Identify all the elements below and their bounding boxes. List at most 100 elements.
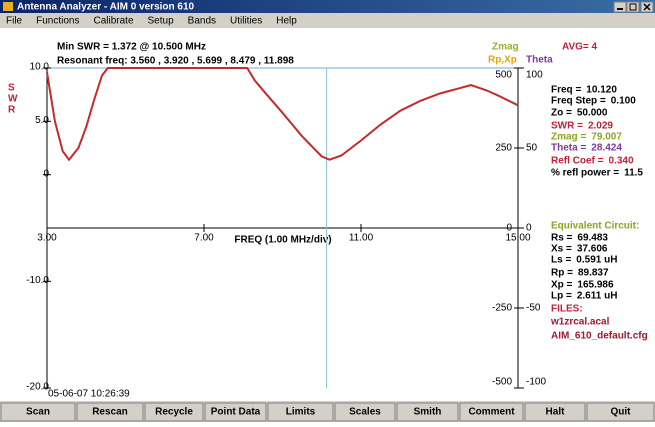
readout-value: 10.120	[586, 85, 617, 96]
y-tick-label: 10.0	[30, 62, 50, 73]
buttons: Scan Rescan Recycle Point Data Limits Scales S…	[0, 402, 655, 422]
close-glyph	[643, 3, 651, 11]
readout-value: 2.029	[588, 121, 613, 132]
button-label[interactable]: Rescan	[92, 407, 128, 418]
button[interactable]	[524, 402, 586, 422]
x-label: FREQ (1.00 MHz/div)	[234, 235, 331, 246]
minimize[interactable]	[613, 1, 627, 13]
readout-value: 2.611 uH	[577, 291, 618, 302]
readout-value: 0.340	[609, 156, 634, 167]
y3-tick-label: 100	[526, 70, 543, 81]
readout-label: Lp =	[551, 291, 572, 302]
readout-value: 28.424	[591, 143, 622, 154]
readout-label: SWR =	[551, 121, 583, 132]
readout-value: 0.591 uH	[576, 255, 617, 266]
plot: 3.00 7.00 11.00 15.0010.05.00-10.0-20.05002…	[8, 42, 598, 400]
y3-tick-label: 0	[526, 223, 532, 234]
readout-label: Zo =	[551, 108, 572, 119]
readout-label: w1zrcal.acal	[550, 317, 610, 328]
readout-value: 79.007	[591, 132, 622, 143]
legend-zmag: Zmag	[492, 42, 519, 53]
title-bar	[0, 0, 655, 13]
y-label: S	[8, 83, 15, 94]
button-label[interactable]: Recycle	[155, 407, 193, 418]
readout-label: Refl Coef =	[551, 156, 604, 167]
readout-label: Ls =	[551, 255, 571, 266]
button[interactable]	[586, 402, 655, 422]
menu-item[interactable]: Functions	[36, 16, 79, 27]
y2-tick-label: 250	[495, 143, 512, 154]
button-label[interactable]: Point Data	[211, 407, 261, 418]
menu-item[interactable]: Calibrate	[93, 16, 133, 27]
y2-tick-label: 500	[495, 70, 512, 81]
window-controls[interactable]	[613, 1, 654, 13]
x-tick-label: 7.00	[194, 233, 214, 244]
menu: File Functions Calibrate Setup Bands Utilitie…	[6, 16, 297, 27]
button[interactable]	[144, 402, 204, 422]
readout-label: Freq Step =	[551, 96, 606, 107]
y-tick-label: 5.0	[35, 115, 49, 126]
readout-label: Zmag =	[551, 132, 586, 143]
app-icon	[3, 2, 13, 11]
legend-theta: Theta	[526, 55, 553, 66]
y3-tick-label: -50	[526, 303, 541, 314]
y3-tick-label: -100	[526, 377, 546, 388]
readout-value: 69.483	[577, 233, 608, 244]
window-title: Antenna Analyzer - AIM 0 version 610	[17, 2, 195, 13]
button[interactable]	[396, 402, 459, 422]
button[interactable]	[267, 402, 334, 422]
y2-tick-label: -500	[492, 377, 512, 388]
x-tick-label: 11.00	[349, 233, 374, 244]
y-tick-label: -20.0	[26, 382, 49, 393]
y-tick-label: 0	[43, 168, 49, 179]
readout-label: Equivalent Circuit:	[551, 221, 639, 232]
readout-label: Theta =	[551, 143, 586, 154]
menu-item[interactable]: File	[6, 16, 23, 27]
button-label[interactable]: Smith	[414, 407, 442, 418]
button-label[interactable]: Scan	[26, 407, 50, 418]
x-tick-label: 15.00	[505, 233, 530, 244]
readout-value: 37.606	[577, 244, 608, 255]
legend-avg: AVG= 4	[562, 42, 598, 53]
readout-label: FILES:	[551, 304, 583, 315]
button-label[interactable]: Quit	[611, 407, 632, 418]
readout-value: 50.000	[577, 108, 608, 119]
legend-rpxp: Rp,Xp	[488, 55, 517, 66]
button-label[interactable]: Comment	[468, 407, 515, 418]
readout-label: % refl power =	[551, 168, 619, 179]
readout-label: Xs =	[551, 244, 572, 255]
y2-tick-label: 0	[506, 223, 512, 234]
button[interactable]	[334, 402, 396, 422]
button[interactable]	[204, 402, 267, 422]
button[interactable]	[459, 402, 524, 422]
y2-tick-label: -250	[492, 303, 512, 314]
readout-value: 165.986	[577, 280, 614, 291]
readout-value: 11.5	[624, 168, 643, 179]
swr-curve	[46, 67, 519, 162]
y-label: R	[8, 105, 16, 116]
menu-item[interactable]: Bands	[188, 16, 216, 27]
y-label: W	[8, 94, 18, 105]
button[interactable]	[0, 402, 76, 422]
button-label[interactable]: Limits	[286, 407, 316, 418]
button-label[interactable]: Scales	[349, 407, 381, 418]
readout-value: 0.100	[611, 96, 636, 107]
timestamp: 05-06-07 10:26:39	[48, 389, 130, 400]
x-tick-label: 3.00	[37, 233, 57, 244]
readout-label: AIM_610_default.cfg	[551, 331, 648, 342]
maximize[interactable]	[626, 1, 640, 13]
menu-item[interactable]: Setup	[148, 16, 175, 27]
menu-bar	[0, 13, 655, 28]
readout-label: Freq =	[551, 85, 581, 96]
button[interactable]	[76, 402, 144, 422]
maximize-glyph	[629, 3, 637, 11]
menu-item[interactable]: Utilities	[230, 16, 262, 27]
readout-label: Rs =	[551, 233, 573, 244]
menu-item[interactable]: Help	[276, 16, 297, 27]
readout-label: Xp =	[551, 280, 573, 291]
button-label[interactable]: Halt	[546, 407, 566, 418]
readout-label: Rp =	[551, 268, 573, 279]
